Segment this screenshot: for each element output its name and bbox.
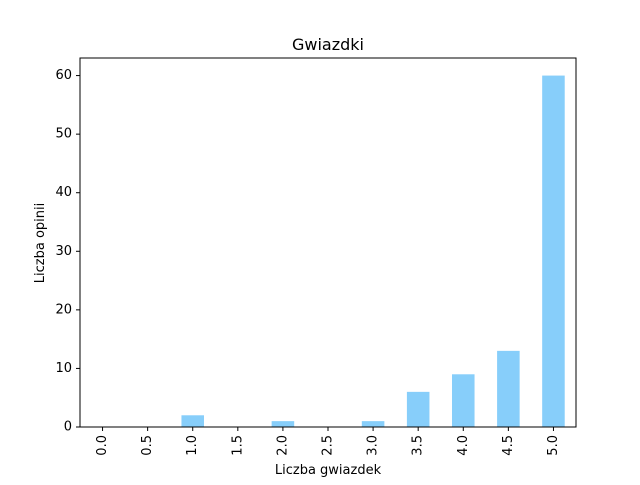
plot-frame <box>79 57 577 428</box>
x-tick-label: 2.5 <box>321 435 336 456</box>
bar-2.0 <box>271 421 295 427</box>
x-axis-label: Liczba gwiazdek <box>275 463 382 478</box>
y-axis-ticks: 0 10 20 30 40 50 60 <box>55 68 80 435</box>
bar-3.0 <box>361 421 385 427</box>
bar-3.5 <box>406 391 430 427</box>
bar-5.0 <box>542 75 565 428</box>
y-tick-label: 50 <box>55 127 72 142</box>
bar-1.0 <box>181 415 204 427</box>
bars-group <box>181 75 565 428</box>
y-tick-label: 20 <box>55 302 72 317</box>
x-tick-label: 4.0 <box>456 435 471 456</box>
bar-4.5 <box>497 350 520 427</box>
x-tick-label: 0.5 <box>140 435 155 456</box>
y-tick-label: 10 <box>55 361 72 376</box>
x-axis-ticks: 0.0 0.5 1.0 1.5 2.0 2.5 3.0 3.5 4.0 4.5 5.0 <box>95 427 561 456</box>
x-tick-label: 3.5 <box>411 435 426 456</box>
y-axis-label: Liczba opinii <box>33 203 48 283</box>
y-tick-label: 60 <box>55 68 72 83</box>
x-tick-label: 1.0 <box>185 435 200 456</box>
y-tick-label: 0 <box>64 420 72 435</box>
chart-title: Gwiazdki <box>292 35 364 54</box>
x-tick-label: 4.5 <box>501 435 516 456</box>
bar-4.0 <box>452 374 475 427</box>
y-tick-label: 30 <box>55 244 72 259</box>
x-tick-label: 5.0 <box>546 435 561 456</box>
x-tick-label: 1.5 <box>230 435 245 456</box>
x-tick-label: 3.0 <box>366 435 381 456</box>
y-tick-label: 40 <box>55 185 72 200</box>
x-tick-label: 2.0 <box>275 435 290 456</box>
x-tick-label: 0.0 <box>95 435 110 456</box>
